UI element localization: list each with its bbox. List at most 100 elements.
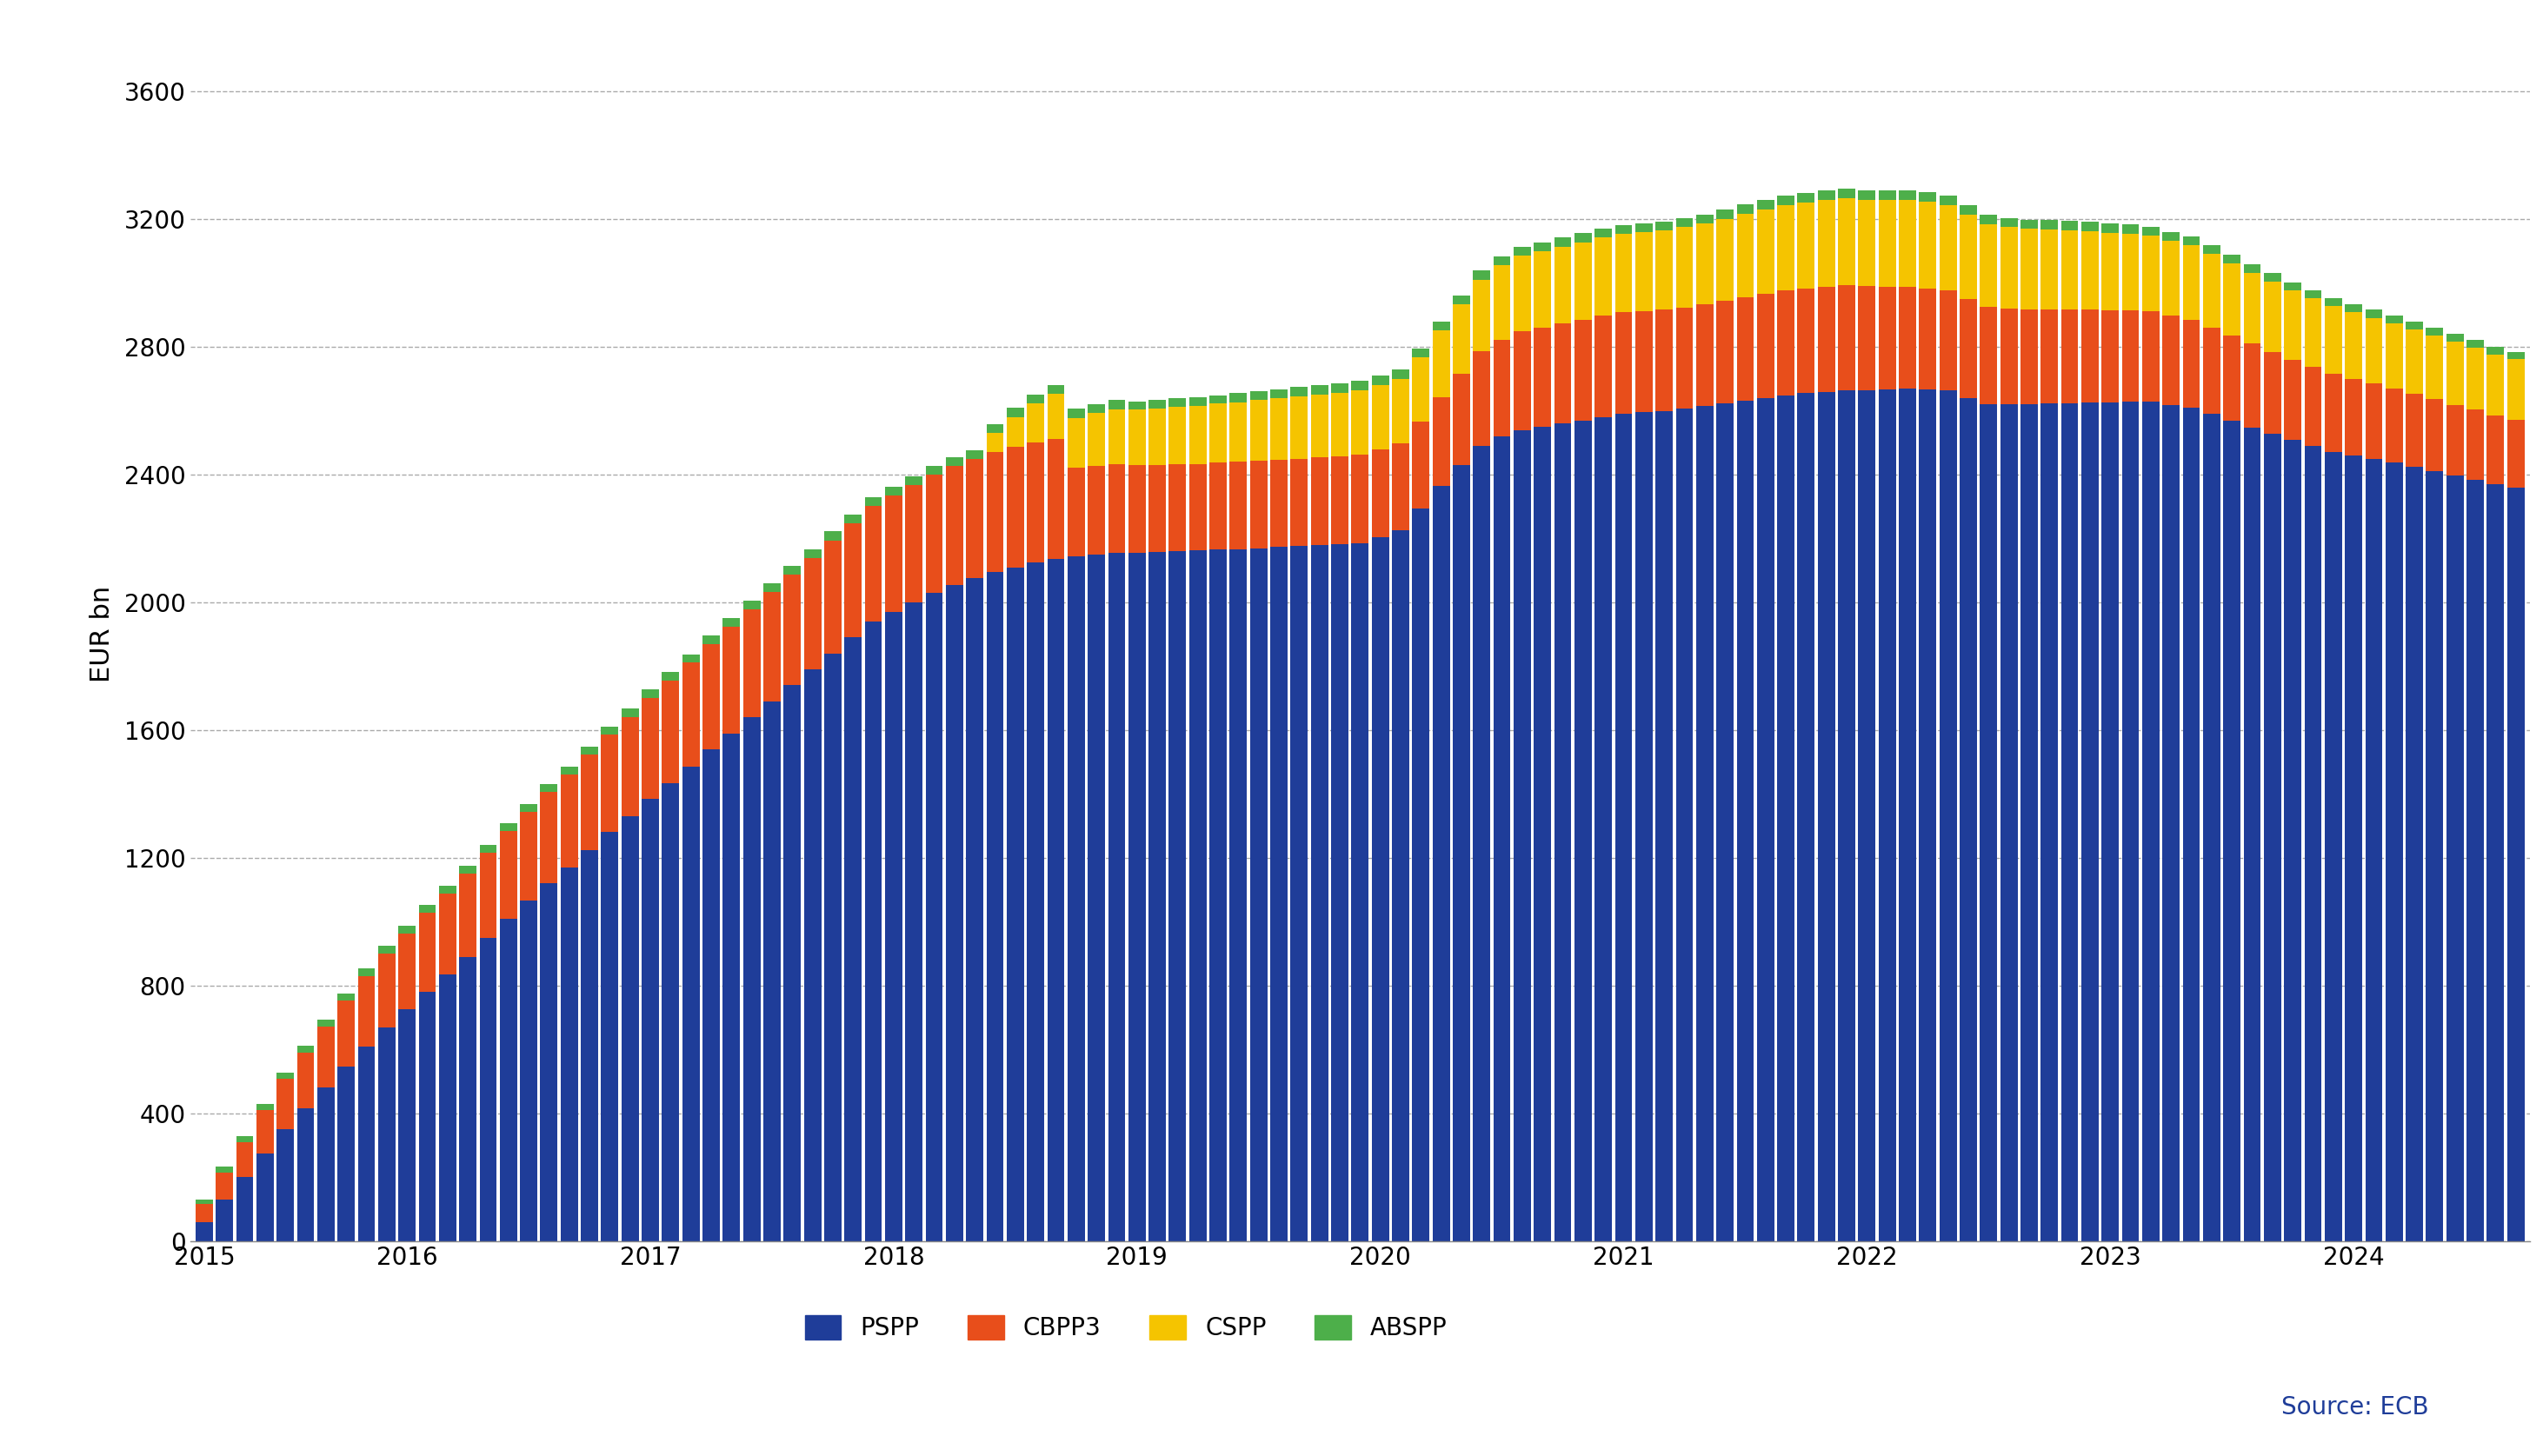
Bar	[1149, 464, 1165, 552]
Bar	[2101, 233, 2118, 310]
Bar	[1717, 403, 1734, 1241]
Bar	[2446, 475, 2464, 1241]
Bar	[2324, 306, 2342, 374]
Bar	[2162, 240, 2179, 316]
Bar	[2446, 342, 2464, 405]
Bar	[1048, 438, 1066, 559]
Bar	[277, 1079, 295, 1130]
Bar	[1371, 537, 1388, 1241]
Bar	[2365, 317, 2383, 383]
Bar	[743, 610, 760, 718]
Bar	[844, 638, 862, 1241]
Bar	[1818, 392, 1836, 1241]
Bar	[2202, 414, 2220, 1241]
Bar	[1818, 287, 1836, 392]
Bar	[987, 453, 1004, 572]
Bar	[620, 716, 638, 817]
Bar	[641, 697, 659, 799]
Bar	[2426, 328, 2444, 335]
Bar	[1839, 189, 1856, 198]
Bar	[2487, 354, 2505, 416]
Bar	[2223, 421, 2240, 1241]
Bar	[1879, 287, 1897, 389]
Bar	[1068, 409, 1086, 418]
Bar	[298, 1108, 315, 1241]
Bar	[1411, 348, 1429, 358]
Bar	[783, 566, 801, 575]
Bar	[1391, 379, 1409, 443]
Bar	[580, 747, 598, 754]
Bar	[2022, 309, 2037, 405]
Bar	[2284, 290, 2301, 360]
Bar	[1981, 405, 1996, 1241]
Bar	[1129, 402, 1144, 409]
Bar	[1231, 402, 1246, 462]
Bar	[682, 654, 699, 662]
Bar	[1310, 395, 1327, 457]
Bar	[440, 885, 455, 894]
Bar	[338, 994, 356, 1000]
Bar	[1190, 406, 1205, 464]
Bar	[600, 727, 618, 735]
Bar	[1676, 408, 1694, 1241]
Bar	[1574, 320, 1592, 421]
Bar	[1391, 530, 1409, 1241]
Bar	[1920, 389, 1935, 1241]
Bar	[2467, 339, 2485, 348]
Bar	[2324, 298, 2342, 306]
Bar	[521, 804, 537, 811]
Bar	[257, 1153, 275, 1241]
Bar	[1757, 210, 1775, 294]
Bar	[661, 680, 679, 783]
Bar	[379, 946, 394, 954]
Bar	[1391, 443, 1409, 530]
Bar	[2060, 403, 2078, 1241]
Bar	[481, 852, 496, 938]
Bar	[1696, 214, 1714, 224]
Bar	[1839, 285, 1856, 390]
Bar	[1655, 411, 1673, 1241]
Bar	[501, 823, 516, 831]
Bar	[2487, 485, 2505, 1241]
Bar	[379, 954, 394, 1026]
Bar	[987, 424, 1004, 432]
Text: Source: ECB: Source: ECB	[2281, 1395, 2429, 1420]
Bar	[1007, 568, 1025, 1241]
Bar	[1533, 427, 1551, 1241]
Bar	[844, 524, 862, 638]
Bar	[1048, 395, 1066, 438]
Bar	[216, 1172, 234, 1200]
Bar	[521, 901, 537, 1241]
Bar	[2042, 230, 2057, 309]
Bar	[1737, 214, 1755, 297]
Bar	[865, 498, 882, 507]
Bar	[2365, 383, 2383, 459]
Bar	[2223, 255, 2240, 264]
Bar	[1109, 464, 1127, 553]
Bar	[2487, 347, 2505, 354]
Bar	[2182, 319, 2200, 408]
Bar	[1940, 390, 1956, 1241]
Bar	[1027, 395, 1045, 403]
Bar	[1920, 202, 1935, 288]
Bar	[1900, 287, 1915, 389]
Bar	[1452, 304, 1470, 373]
Bar	[1635, 232, 1653, 312]
Bar	[1210, 395, 1226, 403]
Bar	[600, 735, 618, 833]
Bar	[1717, 218, 1734, 301]
Bar	[1210, 550, 1226, 1241]
Bar	[1190, 464, 1205, 550]
Bar	[804, 549, 821, 558]
Bar	[481, 844, 496, 852]
Bar	[1149, 552, 1165, 1241]
Bar	[702, 644, 720, 750]
Bar	[661, 673, 679, 680]
Bar	[966, 450, 984, 459]
Bar	[1310, 457, 1327, 545]
Bar	[440, 974, 455, 1241]
Bar	[2304, 290, 2322, 298]
Bar	[2223, 336, 2240, 421]
Bar	[236, 1136, 254, 1142]
Bar	[946, 585, 964, 1241]
